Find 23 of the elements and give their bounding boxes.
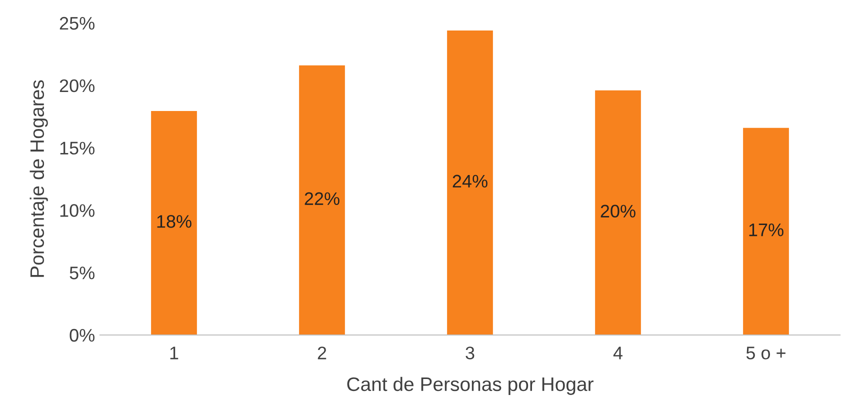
- y-axis-title: Porcentaje de Hogares: [30, 80, 48, 277]
- y-tick-label: 20%: [60, 79, 94, 92]
- x-tick-label: 1: [170, 346, 178, 360]
- y-tick-label: 5%: [70, 266, 94, 280]
- x-tick-label: 4: [613, 346, 622, 360]
- x-tick-label: 5 o +: [746, 346, 786, 360]
- bar: [447, 30, 493, 335]
- x-tick-label: 3: [466, 346, 474, 360]
- y-tick-label: 15%: [60, 142, 94, 155]
- x-tick-label: 2: [318, 346, 326, 360]
- bar: [743, 128, 789, 335]
- data-label: 17%: [749, 224, 784, 236]
- data-label: 24%: [452, 174, 488, 188]
- bar: [299, 65, 345, 335]
- bar: [595, 90, 641, 335]
- bar: [151, 110, 197, 335]
- data-label: 22%: [304, 192, 340, 205]
- data-label: 18%: [157, 215, 192, 228]
- x-axis-title: Cant de Personas por Hogar: [347, 376, 594, 395]
- y-tick-label: 25%: [60, 16, 94, 30]
- y-tick-label: 0%: [70, 328, 94, 342]
- data-label: 20%: [600, 204, 636, 218]
- y-tick-label: 10%: [60, 204, 94, 217]
